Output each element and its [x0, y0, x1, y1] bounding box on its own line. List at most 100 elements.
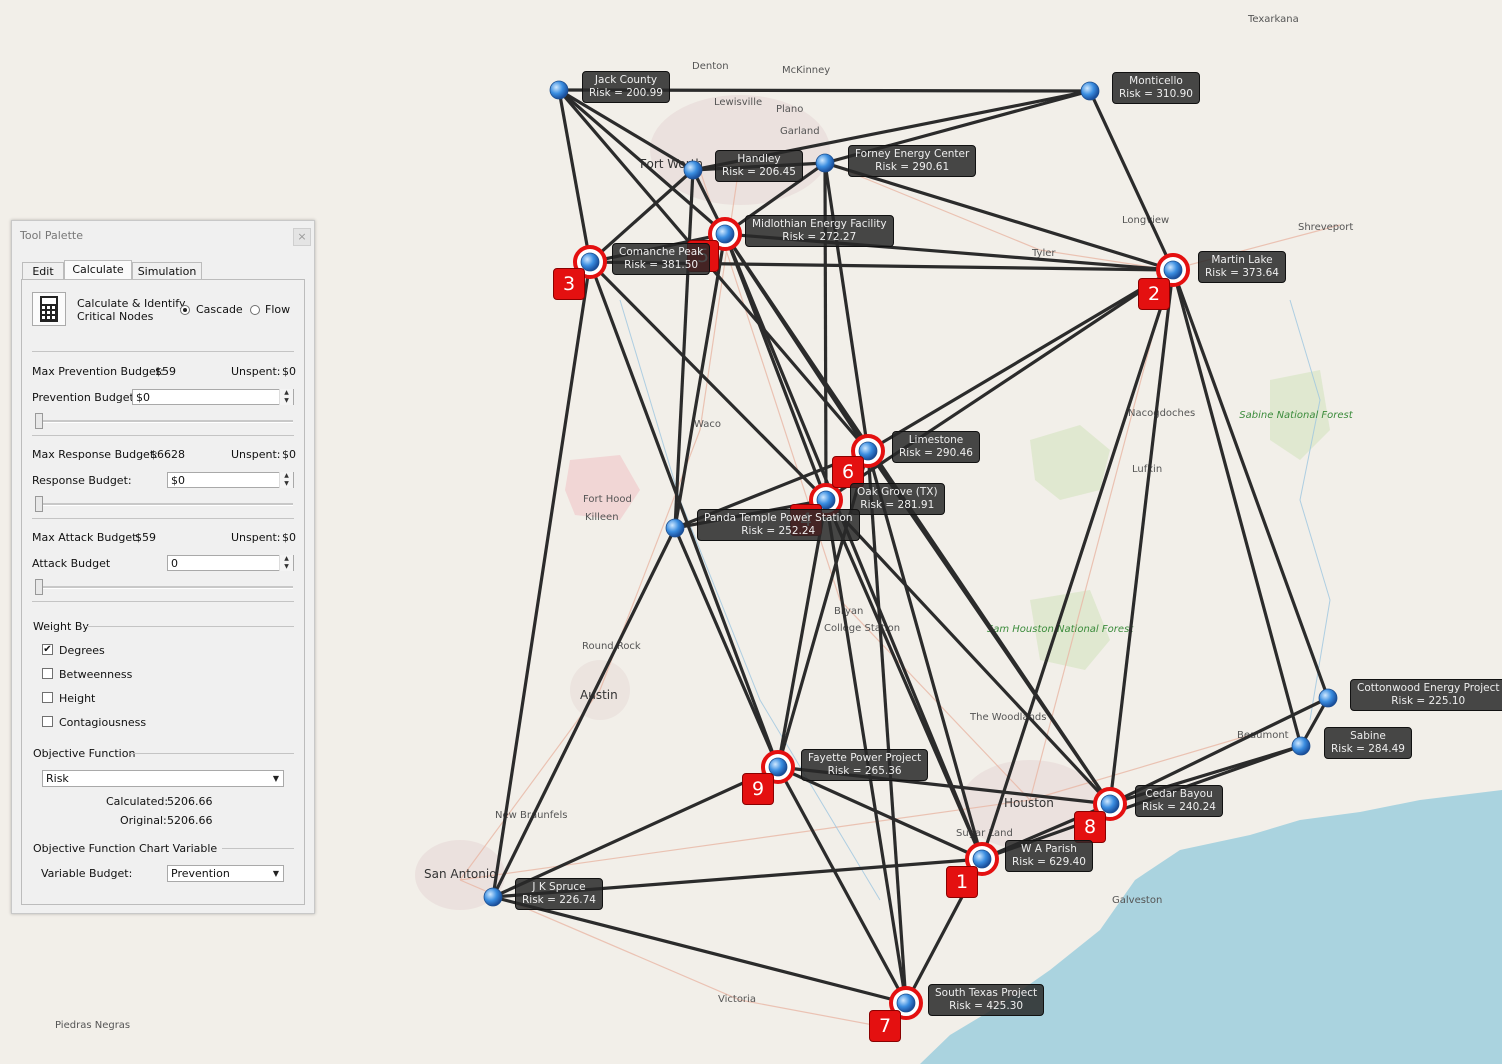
node-label-midlothian[interactable]: Midlothian Energy Facility Risk = 272.27	[745, 215, 894, 247]
node-monticello[interactable]	[1080, 81, 1100, 101]
node-label-cottonwood[interactable]: Cottonwood Energy Project Risk = 225.10	[1350, 679, 1502, 711]
edge-line[interactable]	[491, 261, 592, 898]
edge-line[interactable]	[1171, 269, 1303, 747]
tab-edit[interactable]: Edit	[22, 262, 64, 280]
variable-budget-select[interactable]: Prevention ▼	[167, 865, 284, 882]
node-jack[interactable]	[549, 80, 569, 100]
node-waparish[interactable]	[972, 849, 992, 869]
tab-simulation[interactable]: Simulation	[132, 262, 202, 280]
node-fayette[interactable]	[768, 757, 788, 777]
edge-line[interactable]	[673, 233, 727, 529]
edge-line[interactable]	[823, 162, 870, 452]
node-midlothian[interactable]	[715, 224, 735, 244]
height-checkbox[interactable]	[42, 692, 53, 703]
tab-calculate[interactable]: Calculate	[64, 260, 132, 281]
edge-line[interactable]	[867, 268, 1174, 453]
node-name: South Texas Project	[935, 987, 1038, 999]
edge-line[interactable]	[776, 499, 828, 768]
node-label-cedar[interactable]: Cedar Bayou Risk = 240.24	[1135, 785, 1223, 817]
height-label[interactable]: Height	[59, 692, 96, 705]
node-cedar[interactable]	[1100, 794, 1120, 814]
edge-line[interactable]	[777, 765, 983, 861]
close-button[interactable]: ×	[293, 228, 311, 246]
edge-line[interactable]	[980, 269, 1175, 860]
edge-line[interactable]	[588, 168, 695, 264]
node-panda[interactable]	[665, 518, 685, 538]
edge-line[interactable]	[824, 161, 1174, 272]
node-label-handley[interactable]: Handley Risk = 206.45	[715, 150, 803, 182]
edge-line[interactable]	[1108, 269, 1175, 805]
response-spin-icon[interactable]: ▲ ▼	[279, 472, 293, 488]
degrees-label[interactable]: Degrees	[59, 644, 105, 657]
node-label-forney[interactable]: Forney Energy Center Risk = 290.61	[848, 145, 977, 177]
edge-line[interactable]	[1088, 90, 1175, 271]
edge-line[interactable]	[824, 498, 1112, 806]
response-slider-track[interactable]	[35, 503, 293, 506]
node-label-waparish[interactable]: W A Parish Risk = 629.40	[1005, 840, 1093, 872]
response-slider-thumb[interactable]	[35, 496, 43, 512]
objective-select[interactable]: Risk ▼	[42, 770, 284, 787]
node-label-panda[interactable]: Panda Temple Power Station Risk = 252.24	[697, 509, 860, 541]
edge-line[interactable]	[866, 450, 984, 860]
response-budget-input[interactable]: $0	[167, 472, 294, 488]
edge-line[interactable]	[491, 527, 677, 898]
edge-line[interactable]	[588, 260, 828, 502]
tool-palette[interactable]: Tool Palette × Edit Calculate Simulation…	[11, 220, 315, 914]
edge-line[interactable]	[557, 89, 592, 263]
node-label-limestone[interactable]: Limestone Risk = 290.46	[892, 431, 980, 463]
flow-radio[interactable]	[250, 305, 260, 315]
node-label-fayette[interactable]: Fayette Power Project Risk = 265.36	[801, 749, 929, 781]
edge-line[interactable]	[557, 88, 727, 236]
edge-line[interactable]	[825, 268, 1174, 502]
edge-line[interactable]	[1171, 269, 1330, 699]
contagiousness-label[interactable]: Contagiousness	[59, 716, 147, 729]
node-risk: Risk = 206.45	[722, 166, 796, 178]
node-martin[interactable]	[1163, 260, 1183, 280]
node-label-jkspruce[interactable]: J K Spruce Risk = 226.74	[515, 878, 603, 910]
node-southtexas[interactable]	[896, 993, 916, 1013]
node-limestone[interactable]	[858, 441, 878, 461]
edge-line[interactable]	[588, 261, 780, 768]
edge-line[interactable]	[673, 169, 695, 529]
edge-line[interactable]	[558, 88, 694, 172]
prevention-budget-input[interactable]: $0	[132, 389, 294, 405]
attack-spin-icon[interactable]: ▲ ▼	[279, 555, 293, 571]
place-label: Nacogdoches	[1128, 408, 1195, 419]
attack-slider-track[interactable]	[35, 586, 293, 589]
edge-line[interactable]	[824, 499, 984, 860]
node-forney[interactable]	[815, 153, 835, 173]
node-label-oakgrove[interactable]: Oak Grove (TX) Risk = 281.91	[850, 483, 945, 515]
node-label-monticello[interactable]: Monticello Risk = 310.90	[1112, 72, 1200, 104]
betweenness-label[interactable]: Betweenness	[59, 668, 133, 681]
edge-line[interactable]	[492, 765, 779, 899]
node-label-jack[interactable]: Jack County Risk = 200.99	[582, 71, 670, 103]
attack-budget-input[interactable]: 0	[167, 555, 294, 571]
node-comanche[interactable]	[580, 252, 600, 272]
edge-line[interactable]	[673, 527, 780, 768]
flow-label[interactable]: Flow	[265, 303, 291, 316]
node-cottonwood[interactable]	[1318, 688, 1338, 708]
edge-line[interactable]	[723, 233, 984, 860]
edge-line[interactable]	[492, 895, 907, 1005]
prevention-slider-track[interactable]	[35, 420, 293, 423]
edge-line[interactable]	[776, 766, 908, 1004]
attack-slider-thumb[interactable]	[35, 579, 43, 595]
prevention-spin-icon[interactable]: ▲ ▼	[279, 389, 293, 405]
node-sabine[interactable]	[1291, 736, 1311, 756]
node-label-southtexas[interactable]: South Texas Project Risk = 425.30	[928, 984, 1045, 1016]
node-jkspruce[interactable]	[483, 887, 503, 907]
betweenness-checkbox[interactable]	[42, 668, 53, 679]
node-label-sabine[interactable]: Sabine Risk = 284.49	[1324, 727, 1412, 759]
edge-line[interactable]	[866, 450, 908, 1004]
edge-line[interactable]	[724, 161, 826, 236]
node-label-martin[interactable]: Martin Lake Risk = 373.64	[1198, 251, 1286, 283]
degrees-checkbox[interactable]: ✔	[42, 644, 53, 655]
cascade-label[interactable]: Cascade	[196, 303, 243, 316]
edge-line[interactable]	[823, 162, 828, 501]
node-handley[interactable]	[683, 160, 703, 180]
contagiousness-checkbox[interactable]	[42, 716, 53, 727]
cascade-radio[interactable]	[180, 305, 190, 315]
prevention-slider-thumb[interactable]	[35, 413, 43, 429]
node-label-comanche[interactable]: Comanche Peak Risk = 381.50	[612, 243, 711, 275]
